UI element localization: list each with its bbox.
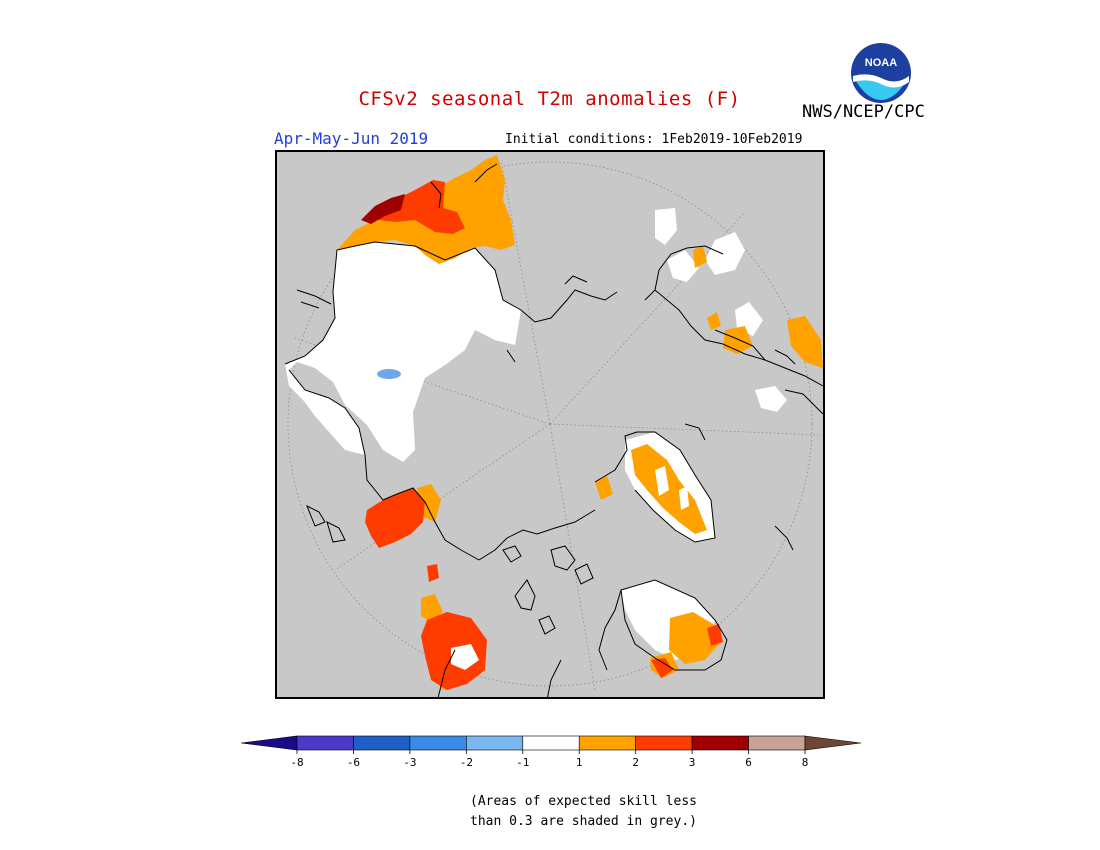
warm-anomaly-dark (361, 194, 405, 224)
colorbar-bin-2 (353, 735, 411, 751)
colorbar-tick-label: -6 (347, 756, 360, 769)
colorbar-bin-10 (804, 735, 862, 751)
colorbar-bin-6 (578, 735, 636, 751)
colorbar-bin-3 (409, 735, 467, 751)
coastlines (284, 163, 824, 699)
noaa-logo: NOAA (850, 42, 912, 104)
colorbar-bins (240, 735, 862, 751)
colorbar-tick-label: 3 (689, 756, 696, 769)
colorbar-tick-label: -8 (290, 756, 303, 769)
colorbar-bin-5 (522, 735, 580, 751)
logo-text: NOAA (865, 57, 897, 69)
colorbar-tick-label: 1 (576, 756, 583, 769)
colorbar-bin-4 (466, 735, 524, 751)
lake (377, 369, 401, 379)
colorbar-bin-1 (296, 735, 354, 751)
skill-note-line-1: (Areas of expected skill less (470, 794, 697, 809)
colorbar-tick-label: -2 (460, 756, 473, 769)
colorbar: -8 -6 -3 -2 -1 1 2 3 6 8 (240, 735, 862, 769)
map-title: CFSv2 seasonal T2m anomalies (F) (358, 88, 741, 110)
anomaly-map (275, 150, 825, 699)
map-frame (275, 150, 825, 699)
skill-note-line-2: than 0.3 are shaded in grey.) (470, 814, 697, 829)
colorbar-bin-7 (635, 735, 693, 751)
white-patches (451, 466, 689, 670)
colorbar-tick-label: -3 (403, 756, 416, 769)
initial-conditions-label: Initial conditions: 1Feb2019-10Feb2019 (505, 132, 803, 147)
colorbar-tick-label: 6 (745, 756, 752, 769)
colorbar-tick-label: 8 (802, 756, 809, 769)
season-label: Apr-May-Jun 2019 (274, 129, 429, 148)
colorbar-ticks: -8 -6 -3 -2 -1 1 2 3 6 8 (290, 750, 808, 769)
colorbar-tick-label: -1 (516, 756, 529, 769)
agency-label: NWS/NCEP/CPC (802, 102, 925, 122)
colorbar-bin-9 (748, 735, 806, 751)
colorbar-bin-0 (240, 735, 298, 751)
skill-note: (Areas of expected skill less than 0.3 a… (470, 792, 730, 832)
colorbar-tick-label: 2 (632, 756, 639, 769)
colorbar-bin-8 (691, 735, 749, 751)
